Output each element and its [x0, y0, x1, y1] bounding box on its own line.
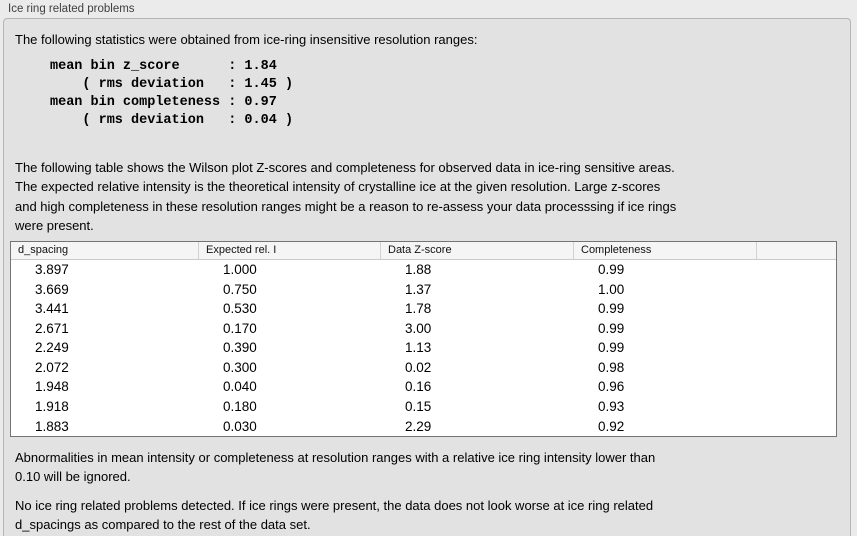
- table-cell: 0.96: [598, 379, 625, 395]
- table-cell: 0.750: [223, 281, 257, 297]
- table-cell: 0.16: [405, 379, 432, 395]
- table-cell: 1.883: [35, 418, 69, 434]
- table-row[interactable]: 1.883 0.030 2.29 0.92: [11, 416, 836, 436]
- table-cell: 0.300: [223, 359, 257, 375]
- table-cell: 2.249: [35, 340, 69, 356]
- table-cell: 3.00: [405, 320, 432, 336]
- conclusion-text: No ice ring related problems detected. I…: [15, 497, 654, 533]
- table-cell: 1.000: [223, 261, 257, 277]
- table-cell: 3.897: [35, 261, 69, 277]
- table-row[interactable]: 1.948 0.040 0.16 0.96: [11, 377, 836, 397]
- table-cell: 0.98: [598, 359, 625, 375]
- table-row[interactable]: 2.249 0.390 1.13 0.99: [11, 338, 836, 358]
- table-cell: 0.030: [223, 418, 257, 434]
- table-cell: 3.441: [35, 301, 69, 317]
- table-cell: 0.15: [405, 399, 432, 415]
- table-cell: 1.00: [598, 281, 625, 297]
- table-cell: 0.02: [405, 359, 432, 375]
- table-row[interactable]: 3.897 1.000 1.88 0.99: [11, 259, 836, 280]
- table-cell: 0.99: [598, 340, 625, 356]
- ignore-note-text: Abnormalities in mean intensity or compl…: [15, 449, 656, 485]
- table-cell: 1.37: [405, 281, 432, 297]
- table-cell: 0.99: [598, 320, 625, 336]
- column-header-expected-rel-i[interactable]: Expected rel. I: [199, 241, 381, 259]
- table-cell: 0.180: [223, 399, 257, 415]
- table-row[interactable]: 2.072 0.300 0.02 0.98: [11, 357, 836, 378]
- table-cell: 3.669: [35, 281, 69, 297]
- column-header-completeness[interactable]: Completeness: [574, 241, 757, 259]
- stats-mono-block: mean bin z_score : 1.84 ( rms deviation …: [50, 59, 294, 128]
- table-cell: 0.99: [598, 261, 625, 277]
- table-cell: 0.390: [223, 340, 257, 356]
- table-cell: 0.92: [598, 418, 625, 434]
- table-row[interactable]: 3.441 0.530 1.78 0.99: [11, 298, 836, 319]
- table-cell: 1.88: [405, 261, 432, 277]
- ice-ring-table: d_spacing Expected rel. I Data Z-score Comp…: [10, 240, 837, 437]
- table-row[interactable]: 1.918 0.180 0.15 0.93: [11, 396, 836, 417]
- table-cell: 0.040: [223, 379, 257, 395]
- table-cell: 1.78: [405, 301, 432, 317]
- table-body: 3.897 1.000 1.88 0.99 3.669 0.750 1.37 1.00 3.44…: [11, 259, 836, 436]
- table-cell: 0.99: [598, 301, 625, 317]
- table-cell: 0.170: [223, 320, 257, 336]
- table-row[interactable]: 2.671 0.170 3.00 0.99: [11, 318, 836, 338]
- table-cell: 0.93: [598, 399, 625, 415]
- ice-ring-panel: The following statistics were obtained f…: [3, 18, 851, 536]
- column-header-empty: [757, 242, 836, 259]
- table-cell: 2.072: [35, 359, 69, 375]
- table-cell: 1.948: [35, 379, 69, 395]
- table-description-text: The following table shows the Wilson plo…: [15, 160, 677, 234]
- column-header-d-spacing[interactable]: d_spacing: [11, 241, 199, 259]
- table-row[interactable]: 3.669 0.750 1.37 1.00: [11, 279, 836, 299]
- table-cell: 1.13: [405, 340, 432, 356]
- table-header-row: d_spacing Expected rel. I Data Z-score Comp…: [11, 241, 836, 260]
- panel-title: Ice ring related problems: [8, 3, 135, 15]
- table-cell: 1.918: [35, 399, 69, 415]
- stats-intro-text: The following statistics were obtained f…: [15, 32, 478, 47]
- table-cell: 2.671: [35, 320, 69, 336]
- table-cell: 0.530: [223, 301, 257, 317]
- column-header-data-z-score[interactable]: Data Z-score: [381, 241, 574, 259]
- table-cell: 2.29: [405, 418, 432, 434]
